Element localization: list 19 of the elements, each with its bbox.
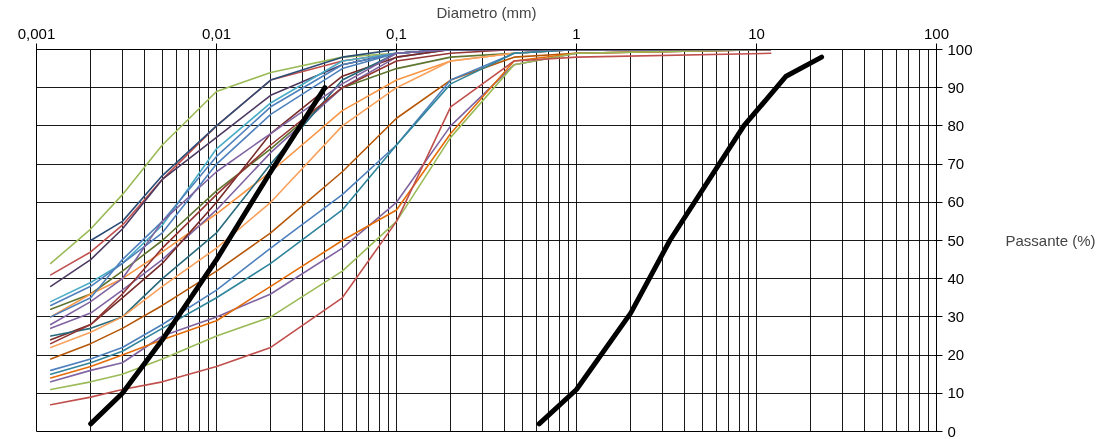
y-tick-label: 10 [947,384,965,402]
y-tick-label: 100 [947,40,973,58]
x-tick-label: 0,01 [201,24,232,42]
y-tick-label: 0 [947,422,956,439]
y-tick-label: 30 [947,307,965,325]
x-tick-label: 0,001 [17,24,56,42]
x-tick-label: 0,1 [386,24,407,42]
y-tick-label: 60 [947,193,965,211]
x-tick-label: 100 [923,24,950,42]
y-tick-label: 90 [947,78,965,96]
y-axis-title: Passante (%) [1005,232,1096,249]
x-tick-label: 1 [572,24,581,42]
y-tick-label: 50 [947,231,965,249]
y-tick-label: 40 [947,269,965,287]
x-axis-title: Diametro (mm) [436,3,537,21]
x-tick-label: 10 [748,24,765,42]
y-tick-label: 70 [947,155,965,173]
y-tick-label: 20 [947,346,965,364]
y-tick-label: 80 [947,116,965,134]
